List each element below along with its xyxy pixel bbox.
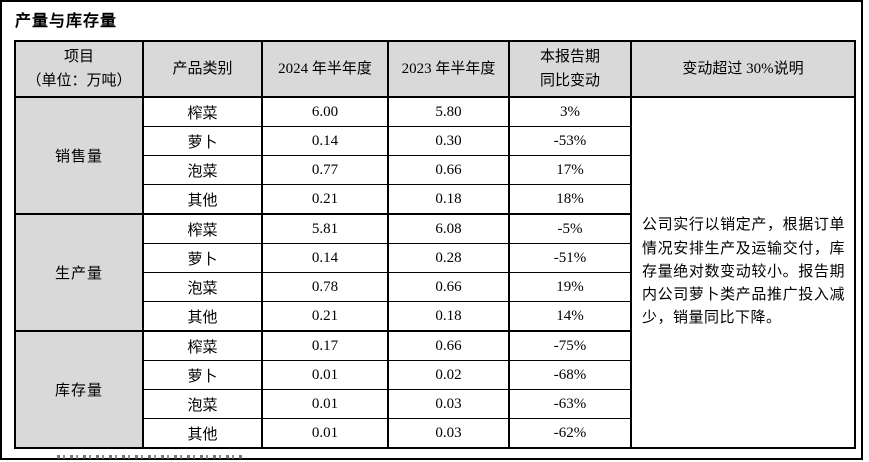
cell-category: 其他 — [142, 184, 263, 215]
table-row: 泡菜 0.77 0.66 17% — [15, 155, 855, 185]
cell-2023: 0.28 — [387, 243, 510, 273]
cell-change: -62% — [508, 418, 632, 449]
cell-category: 其他 — [142, 301, 263, 332]
cell-category: 榨菜 — [142, 213, 263, 244]
cell-2023: 5.80 — [387, 96, 510, 127]
table-row: 泡菜 0.78 0.66 19% — [15, 272, 855, 302]
table-row: 其他 0.21 0.18 18% — [15, 184, 855, 215]
header-item: 项目 （单位：万吨） — [14, 40, 144, 98]
cell-2023: 0.66 — [387, 330, 510, 361]
table-row: 泡菜 0.01 0.03 -63% — [15, 389, 855, 419]
table-row: 萝卜 0.01 0.02 -68% — [15, 360, 855, 390]
explanation-cell: 公司实行以销定产，根据订单情况安排生产及运输交付，库存量绝对数变动较小。报告期内… — [630, 96, 856, 449]
cell-2023: 0.03 — [387, 418, 510, 449]
header-2024: 2024 年半年度 — [261, 40, 389, 98]
cell-2023: 0.30 — [387, 126, 510, 156]
production-inventory-table: 项目 （单位：万吨） 产品类别 2024 年半年度 2023 年半年度 本报告期… — [14, 40, 856, 449]
cell-2024: 0.21 — [261, 301, 389, 332]
cell-change: 17% — [508, 155, 632, 185]
cell-2024: 0.14 — [261, 126, 389, 156]
cell-2024: 0.21 — [261, 184, 389, 215]
cell-2024: 0.78 — [261, 272, 389, 302]
cell-2024: 0.01 — [261, 360, 389, 390]
group-label-sales: 销售量 — [14, 96, 144, 215]
cell-2024: 0.17 — [261, 330, 389, 361]
cell-change: -68% — [508, 360, 632, 390]
cell-2024: 0.01 — [261, 418, 389, 449]
cell-change: -51% — [508, 243, 632, 273]
clipped-text-fragment — [57, 455, 242, 459]
header-category: 产品类别 — [142, 40, 263, 98]
group-label-production: 生产量 — [14, 213, 144, 332]
cell-2023: 6.08 — [387, 213, 510, 244]
cell-change: -63% — [508, 389, 632, 419]
table-row: 萝卜 0.14 0.30 -53% — [15, 126, 855, 156]
cell-2024: 0.77 — [261, 155, 389, 185]
cell-category: 泡菜 — [142, 389, 263, 419]
table-row: 库存量 榨菜 0.17 0.66 -75% — [14, 330, 855, 449]
cell-change: 14% — [508, 301, 632, 332]
cell-change: -5% — [508, 213, 632, 244]
header-explanation: 变动超过 30%说明 — [630, 40, 856, 98]
header-change: 本报告期 同比变动 — [508, 40, 632, 98]
cell-category: 榨菜 — [142, 96, 263, 127]
table-row: 生产量 榨菜 5.81 6.08 -5% — [14, 213, 855, 332]
cell-2023: 0.18 — [387, 301, 510, 332]
cell-2023: 0.02 — [387, 360, 510, 390]
cell-category: 泡菜 — [142, 155, 263, 185]
cell-2024: 0.14 — [261, 243, 389, 273]
section-title: 产量与库存量 — [15, 13, 118, 30]
cell-change: 19% — [508, 272, 632, 302]
cell-category: 萝卜 — [142, 243, 263, 273]
cell-2024: 5.81 — [261, 213, 389, 244]
group-label-inventory: 库存量 — [14, 330, 144, 449]
cell-2024: 0.01 — [261, 389, 389, 419]
table-row: 销售量 榨菜 6.00 5.80 3% 公司实行以销定产，根据订单情况安排生产及… — [14, 96, 856, 449]
cell-change: -53% — [508, 126, 632, 156]
cell-2023: 0.66 — [387, 272, 510, 302]
cell-2023: 0.18 — [387, 184, 510, 215]
cell-category: 其他 — [142, 418, 263, 449]
cell-category: 萝卜 — [142, 360, 263, 390]
cell-category: 泡菜 — [142, 272, 263, 302]
cell-change: 3% — [508, 96, 632, 127]
cell-2023: 0.03 — [387, 389, 510, 419]
cell-2024: 6.00 — [261, 96, 389, 127]
cell-2023: 0.66 — [387, 155, 510, 185]
table-row: 其他 0.01 0.03 -62% — [15, 418, 855, 449]
table-row: 其他 0.21 0.18 14% — [15, 301, 855, 332]
cell-category: 萝卜 — [142, 126, 263, 156]
cell-change: 18% — [508, 184, 632, 215]
cell-category: 榨菜 — [142, 330, 263, 361]
cell-change: -75% — [508, 330, 632, 361]
header-row: 项目 （单位：万吨） 产品类别 2024 年半年度 2023 年半年度 本报告期… — [14, 40, 856, 98]
header-2023: 2023 年半年度 — [387, 40, 510, 98]
